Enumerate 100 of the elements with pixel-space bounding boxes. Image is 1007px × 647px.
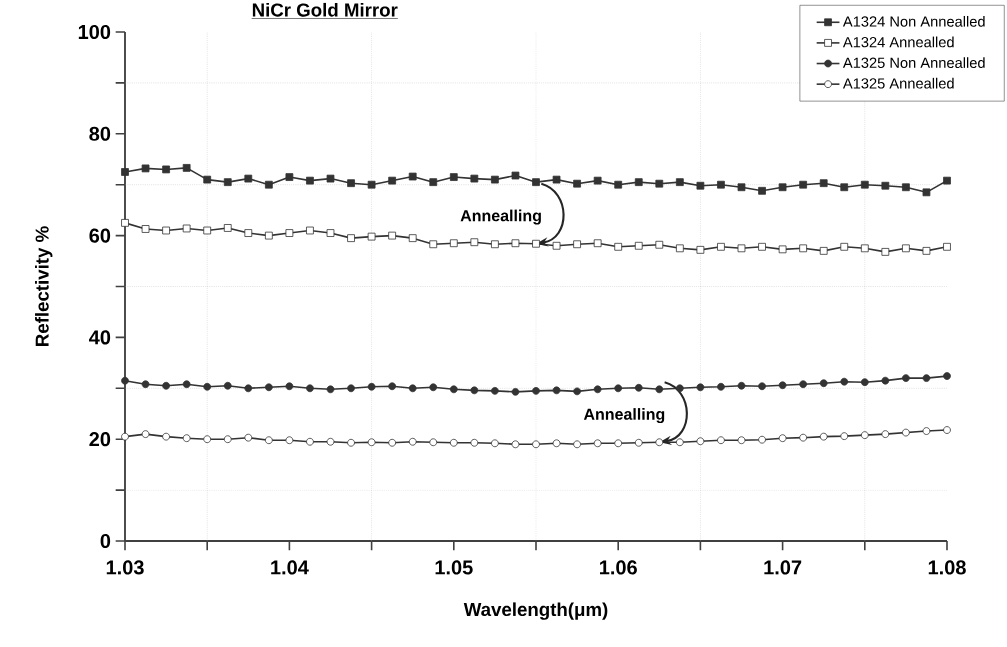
- legend-label: A1325 Annealled: [842, 77, 954, 89]
- point: [840, 377, 849, 386]
- point: [943, 242, 951, 251]
- point: [408, 384, 417, 393]
- point: [922, 247, 931, 255]
- point: [162, 381, 170, 390]
- point: [491, 386, 499, 395]
- point: [162, 226, 170, 235]
- point: [347, 384, 355, 393]
- legend-label: A1325 Non Annealled: [842, 57, 985, 68]
- point: [552, 241, 561, 250]
- point: [306, 384, 314, 393]
- point: [634, 241, 643, 250]
- point: [408, 437, 417, 446]
- point: [182, 224, 191, 233]
- point: [840, 242, 849, 251]
- point: [717, 436, 725, 445]
- point: [778, 434, 787, 443]
- point: [634, 438, 643, 447]
- point: [285, 173, 294, 181]
- point: [737, 183, 746, 192]
- point: [264, 180, 273, 189]
- point: [223, 381, 232, 390]
- point: [306, 226, 314, 235]
- point: [306, 437, 314, 446]
- point: [655, 438, 664, 447]
- point: [943, 426, 951, 434]
- chart-title: NiCr Gold Mirror: [252, 2, 398, 17]
- point: [388, 231, 397, 240]
- point: [470, 386, 479, 395]
- point: [819, 179, 828, 188]
- point: [737, 244, 746, 253]
- point: [675, 244, 684, 253]
- x-tick-label: 1.05: [435, 560, 473, 575]
- x-tick-label: 1.08: [928, 560, 966, 575]
- point: [470, 438, 479, 447]
- point: [121, 219, 129, 227]
- point: [573, 440, 581, 449]
- point: [121, 432, 129, 441]
- point: [408, 234, 417, 243]
- point: [717, 242, 725, 251]
- point: [244, 433, 253, 442]
- point: [182, 434, 191, 443]
- point: [758, 242, 766, 251]
- point: [244, 384, 253, 393]
- point: [860, 180, 869, 189]
- point: [552, 439, 561, 448]
- point: [881, 430, 890, 438]
- point: [264, 436, 273, 445]
- point: [902, 428, 910, 437]
- point: [347, 438, 355, 447]
- point: [593, 176, 602, 185]
- y-tick-label: 0: [100, 533, 111, 549]
- point: [449, 438, 458, 447]
- point: [223, 224, 232, 232]
- point: [388, 438, 397, 447]
- point: [141, 164, 150, 173]
- point: [881, 181, 890, 190]
- point: [778, 381, 787, 390]
- point: [778, 245, 787, 254]
- y-tick-label: 20: [89, 432, 111, 447]
- point: [799, 380, 808, 389]
- point: [552, 386, 561, 395]
- point: [922, 427, 931, 435]
- point: [470, 238, 479, 247]
- point: [203, 382, 212, 391]
- point: [840, 432, 849, 441]
- point: [860, 431, 869, 439]
- point: [223, 178, 232, 187]
- point: [655, 179, 664, 188]
- point: [634, 383, 643, 392]
- point: [573, 240, 581, 249]
- point: [285, 382, 294, 391]
- y-tick-label: 80: [89, 126, 111, 141]
- point: [429, 240, 438, 249]
- x-tick-label: 1.04: [271, 560, 309, 575]
- point: [573, 179, 581, 188]
- point: [326, 437, 335, 446]
- point: [799, 244, 808, 253]
- point: [799, 433, 808, 442]
- point: [758, 382, 766, 391]
- point: [306, 176, 314, 185]
- point: [182, 164, 191, 172]
- point: [264, 383, 273, 392]
- point: [799, 180, 808, 189]
- point: [203, 175, 212, 184]
- point: [943, 176, 951, 185]
- point: [614, 384, 623, 393]
- point: [922, 374, 931, 382]
- point: [737, 436, 746, 445]
- point: [593, 439, 602, 448]
- y-tick-label: 60: [89, 228, 111, 243]
- point: [696, 383, 705, 392]
- point: [367, 382, 376, 391]
- point: [737, 381, 746, 390]
- point: [778, 183, 787, 192]
- point: [717, 180, 725, 189]
- point: [264, 231, 273, 240]
- point: [696, 181, 705, 190]
- point: [593, 385, 602, 394]
